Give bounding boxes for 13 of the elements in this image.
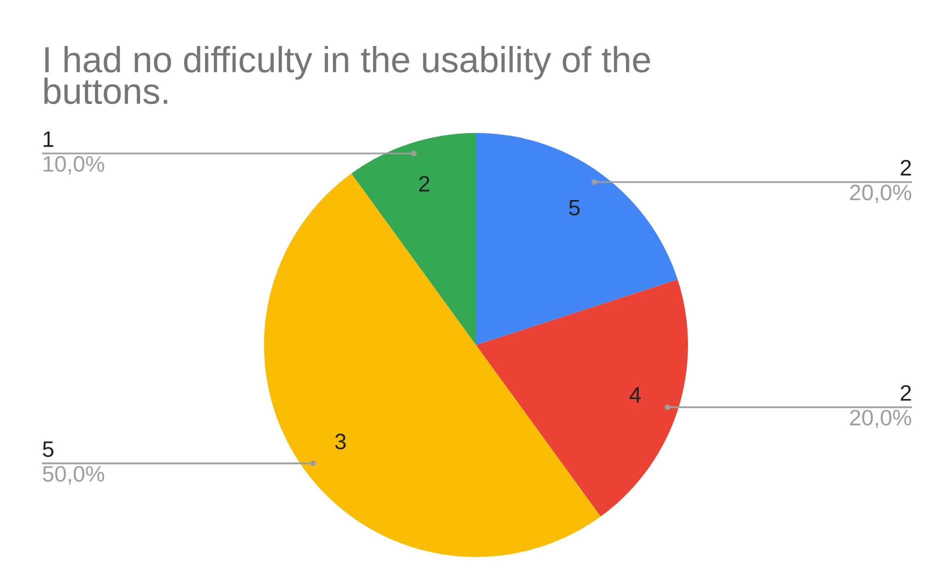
data-label: 1 10,0% [44, 132, 104, 174]
slice-label: 3 [335, 434, 346, 450]
pie-slice [351, 133, 476, 345]
slice-label: 5 [569, 200, 580, 216]
chart-title: I had no difficulty in the usability of the buttons. [44, 46, 650, 104]
slice-label: 4 [630, 387, 641, 402]
data-label: 2 20,0% [850, 160, 912, 204]
data-label: 2 20,0% [850, 385, 912, 428]
pie-slice [264, 173, 601, 557]
slice-label: 2 [419, 176, 430, 192]
pie-slice [476, 279, 688, 517]
pie-slice [476, 133, 678, 345]
data-label: 5 50,0% [42, 441, 104, 484]
